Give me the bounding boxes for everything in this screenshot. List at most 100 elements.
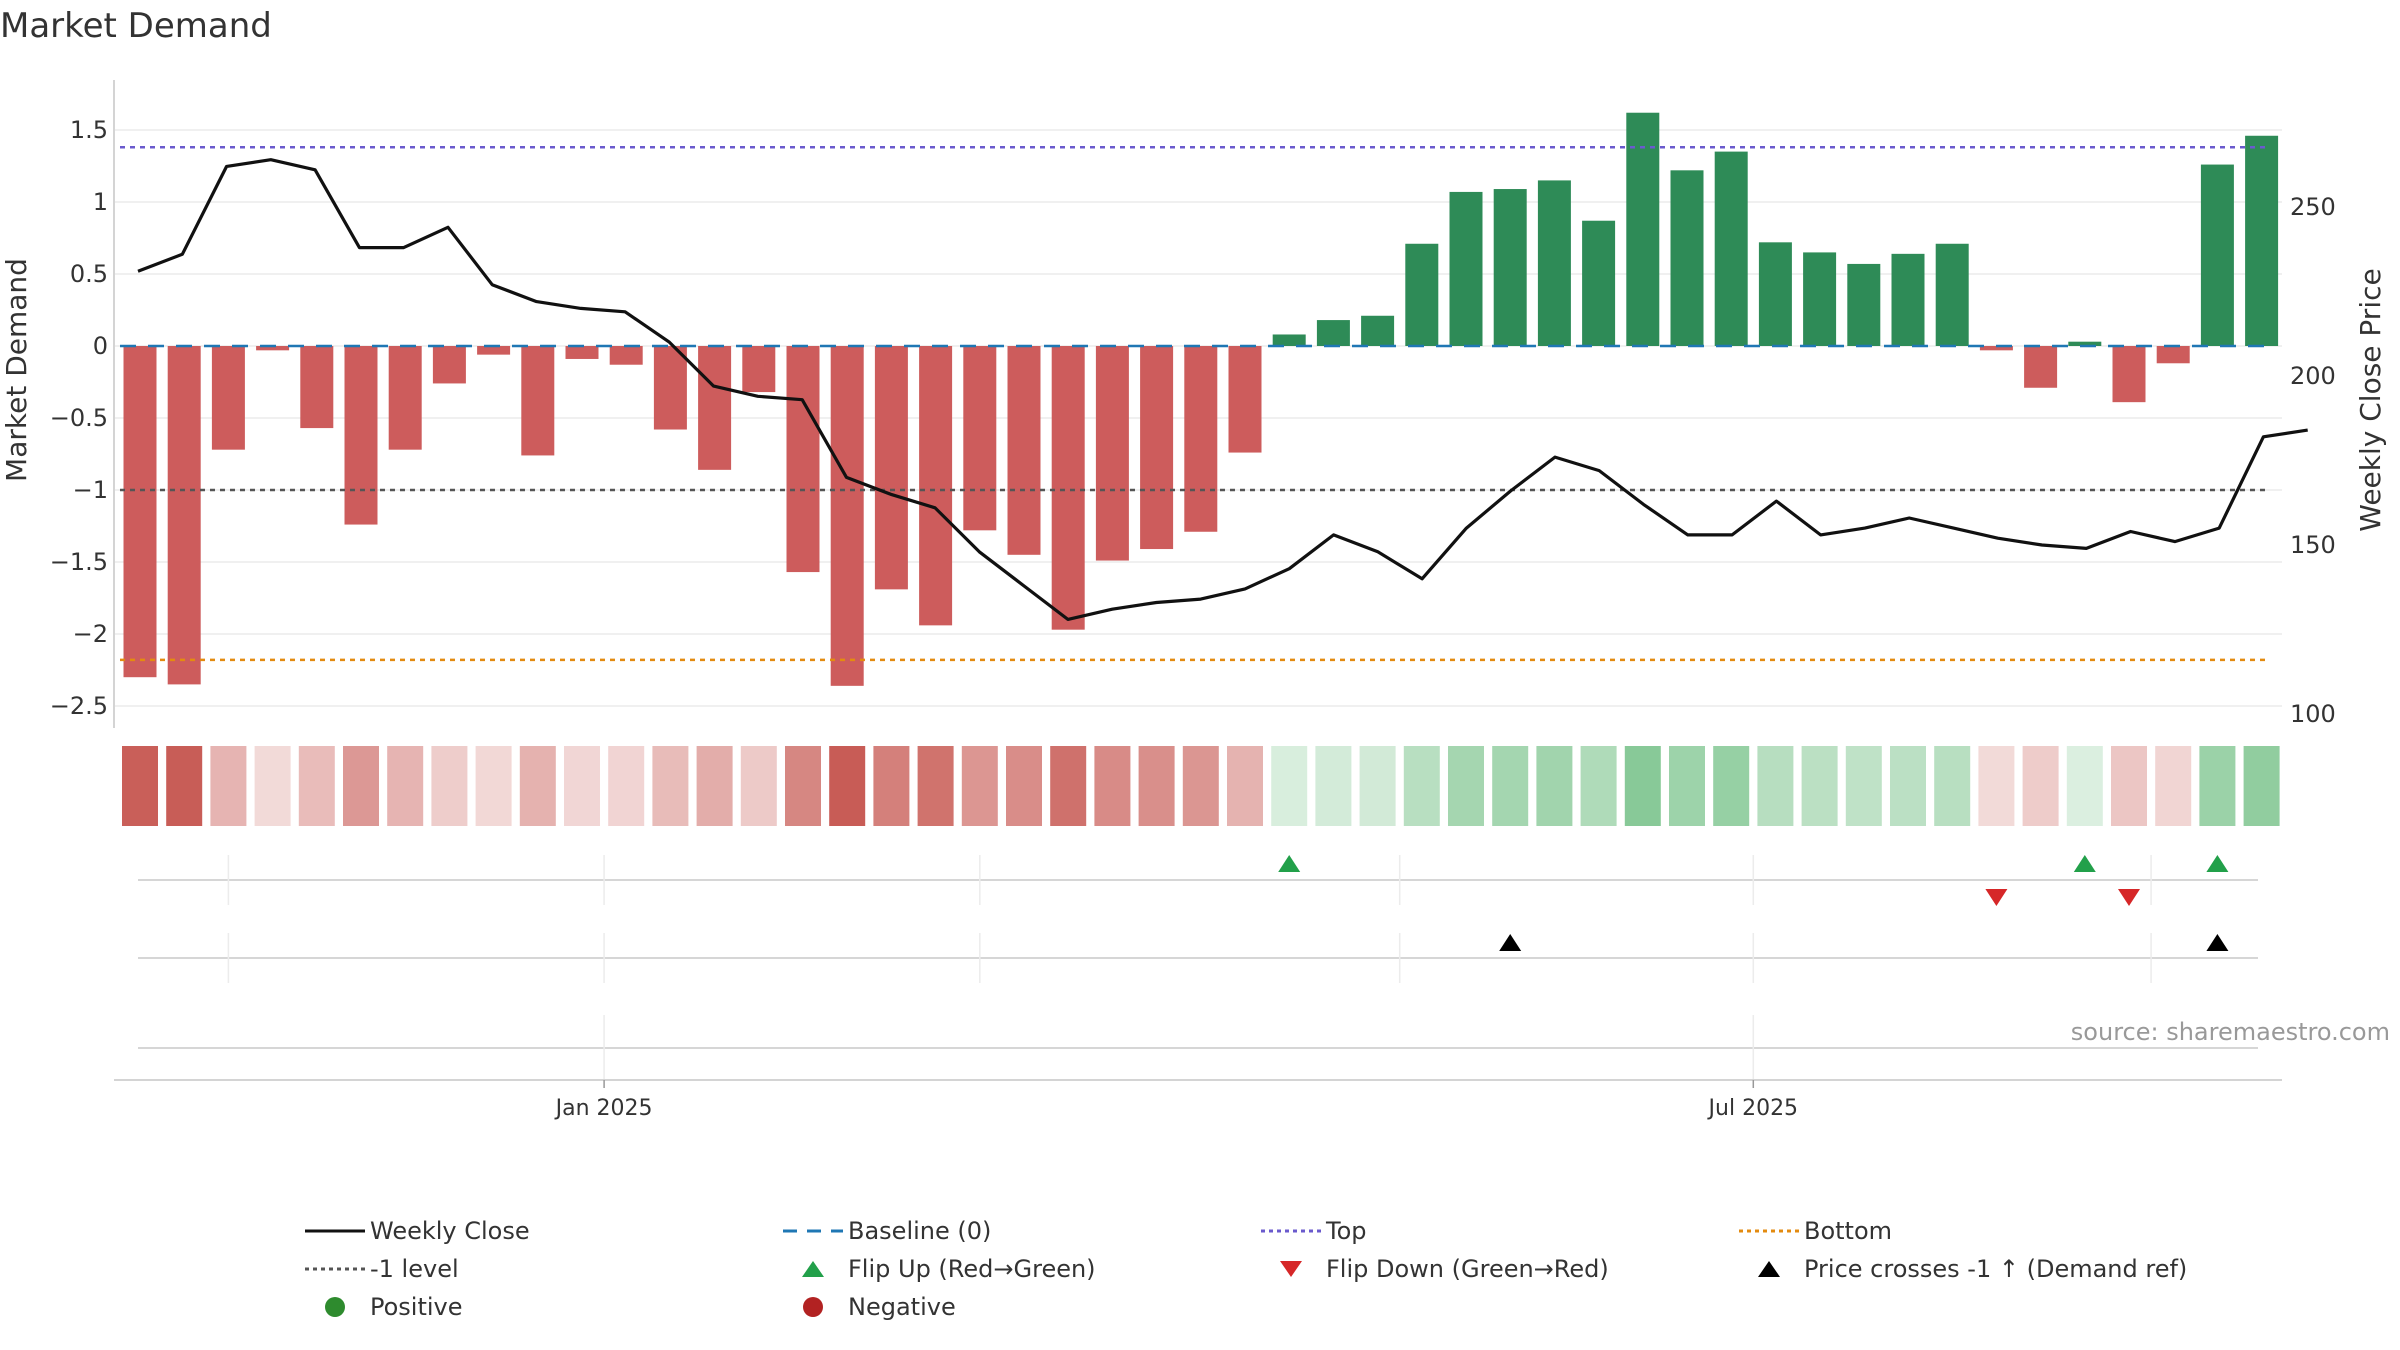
y2-axis-label: Weekly Close Price xyxy=(2354,268,2387,531)
price-cross-marker xyxy=(1499,934,1522,951)
demand-bar xyxy=(521,346,555,456)
demand-bar xyxy=(830,346,864,686)
heat-cell xyxy=(740,746,777,826)
heat-cell xyxy=(1182,746,1219,826)
flip-up-marker xyxy=(2206,855,2229,872)
legend-row: -1 level Flip Up (Red→Green) Flip Down (… xyxy=(300,1250,2260,1288)
heat-cell xyxy=(1315,746,1352,826)
heat-cell xyxy=(210,746,247,826)
legend-item-price-cross: Price crosses -1 ↑ (Demand ref) xyxy=(1734,1254,2212,1284)
demand-bar xyxy=(1095,346,1129,561)
flip-down-marker xyxy=(1985,889,2008,906)
demand-bar xyxy=(1316,320,1350,346)
heat-cell xyxy=(1227,746,1263,826)
heat-cell xyxy=(1271,746,1308,826)
y2-tick-label: 250 xyxy=(2290,193,2336,221)
demand-bar xyxy=(344,346,378,525)
legend-label: Price crosses -1 ↑ (Demand ref) xyxy=(1804,1255,2188,1283)
legend-label: Positive xyxy=(370,1293,463,1321)
x-tick-label: Jul 2025 xyxy=(1707,1096,1799,1121)
demand-bar xyxy=(565,346,599,359)
source-label: source: sharemaestro.com xyxy=(2070,1018,2390,1046)
legend-label: Bottom xyxy=(1804,1217,1893,1245)
demand-bar xyxy=(874,346,908,590)
heat-cell xyxy=(785,746,821,826)
price-cross-marker xyxy=(2206,934,2229,951)
legend-label: Top xyxy=(1326,1217,1367,1245)
y-tick-label: −1 xyxy=(73,476,108,504)
chart-title: Market Demand xyxy=(0,6,272,46)
y2-tick-label: 150 xyxy=(2290,531,2336,559)
heat-cell xyxy=(519,746,556,826)
demand-bar xyxy=(388,346,422,450)
heat-cell xyxy=(431,746,468,826)
heat-cell xyxy=(1978,746,2015,826)
legend-item-weekly-close: Weekly Close xyxy=(300,1216,778,1246)
heat-cell xyxy=(873,746,910,826)
demand-bar xyxy=(609,346,643,365)
demand-bar xyxy=(2245,135,2279,346)
heat-cell xyxy=(608,746,645,826)
demand-bar xyxy=(1493,189,1527,346)
heat-cell xyxy=(829,746,866,826)
heat-cell xyxy=(2066,746,2103,826)
flip-down-marker xyxy=(2118,889,2140,906)
demand-bar xyxy=(2112,346,2146,403)
heat-cell xyxy=(2022,746,2059,826)
demand-bar xyxy=(211,346,245,450)
legend-item-bottom: Bottom xyxy=(1734,1216,2212,1246)
heat-cell xyxy=(917,746,954,826)
legend: Weekly Close Baseline (0) Top Bottom -1 … xyxy=(300,1212,2260,1326)
legend-item-positive: Positive xyxy=(300,1292,778,1322)
heat-cell xyxy=(1138,746,1175,826)
demand-bar xyxy=(1758,242,1792,346)
legend-row: Weekly Close Baseline (0) Top Bottom xyxy=(300,1212,2260,1250)
y-axis-label: Market Demand xyxy=(0,258,33,482)
demand-bar xyxy=(1272,334,1306,346)
legend-item-negative: Negative xyxy=(778,1292,1256,1322)
legend-label: Weekly Close xyxy=(370,1217,530,1245)
legend-row: Positive Negative xyxy=(300,1288,2260,1326)
reference-lines xyxy=(120,146,2270,662)
heat-cell xyxy=(1624,746,1661,826)
heat-cell xyxy=(2243,746,2280,826)
heat-cell xyxy=(1536,746,1573,826)
demand-bar xyxy=(1449,191,1483,346)
demand-bars xyxy=(123,112,2279,686)
legend-item-flip-down: Flip Down (Green→Red) xyxy=(1256,1254,1734,1284)
y2-tick-label: 200 xyxy=(2290,362,2336,390)
y-tick-label: −2 xyxy=(73,620,108,648)
dot-red-icon xyxy=(778,1292,848,1322)
demand-bar xyxy=(1007,346,1041,555)
heat-cell xyxy=(1757,746,1794,826)
demand-bar xyxy=(963,346,997,531)
y-tick-label: 1 xyxy=(93,188,108,216)
demand-bar xyxy=(1714,151,1748,346)
demand-bar xyxy=(1405,243,1439,346)
weekly-close-polyline xyxy=(137,158,2308,622)
dashed-line-icon xyxy=(778,1216,848,1246)
y-tick-label: 1.5 xyxy=(70,116,108,144)
solid-line-icon xyxy=(300,1216,370,1246)
heat-cell xyxy=(2199,746,2236,826)
dotted-line-orange-icon xyxy=(1734,1216,1804,1246)
demand-bar xyxy=(1670,170,1704,346)
heat-cell xyxy=(1094,746,1131,826)
demand-bar xyxy=(1184,346,1218,532)
demand-bar xyxy=(1891,253,1925,346)
heat-cell xyxy=(298,746,335,826)
demand-bar xyxy=(123,346,157,678)
demand-bar xyxy=(742,346,776,393)
demand-bar xyxy=(2200,164,2234,346)
heat-cell xyxy=(1006,746,1042,826)
triangle-down-red-icon xyxy=(1256,1254,1326,1284)
heat-cell xyxy=(696,746,733,826)
demand-bar xyxy=(2156,346,2190,364)
heat-strip xyxy=(122,746,2280,826)
dotted-line-purple-icon xyxy=(1256,1216,1326,1246)
heat-cell xyxy=(343,746,379,826)
demand-bar xyxy=(1979,346,2013,351)
demand-bar xyxy=(1228,346,1262,453)
demand-bar xyxy=(432,346,466,384)
heat-cell xyxy=(652,746,689,826)
